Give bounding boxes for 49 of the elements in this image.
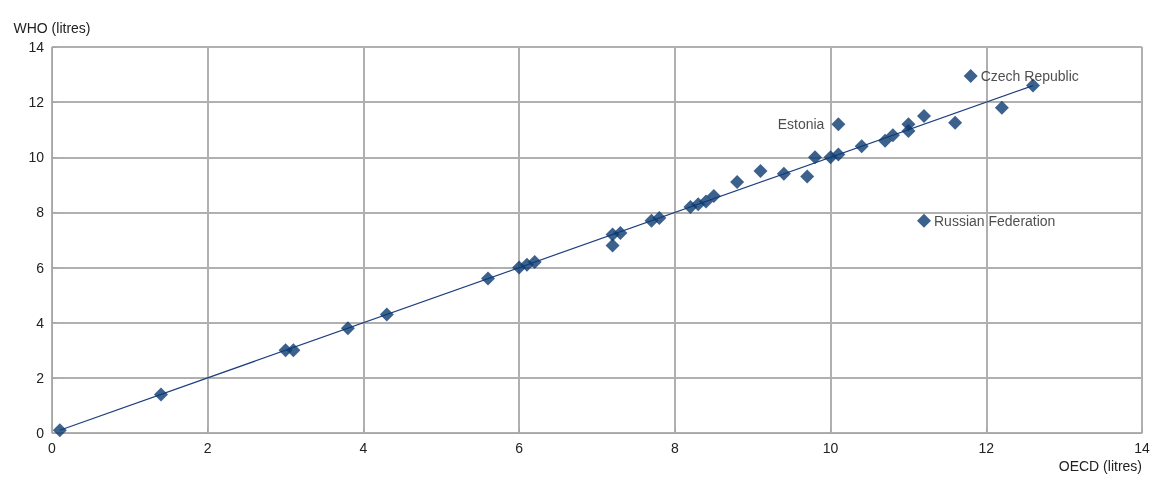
x-axis-title: OECD (litres) bbox=[1058, 458, 1142, 474]
point bbox=[800, 169, 815, 184]
point bbox=[948, 115, 963, 130]
annotation: Estonia bbox=[777, 116, 825, 133]
point bbox=[753, 164, 768, 179]
annotation: Russian Federation bbox=[934, 212, 1056, 229]
point bbox=[340, 321, 355, 336]
point bbox=[605, 238, 620, 253]
point bbox=[808, 150, 822, 165]
x-tick-label: 12 bbox=[978, 440, 995, 456]
y-tick-label: 6 bbox=[36, 259, 45, 276]
point bbox=[154, 387, 168, 402]
x-tick-label: 10 bbox=[822, 440, 839, 456]
y-tick-label: 14 bbox=[28, 39, 45, 55]
point bbox=[699, 194, 713, 209]
x-tick-label: 2 bbox=[203, 440, 212, 456]
point bbox=[878, 133, 893, 148]
y-tick-label: 2 bbox=[36, 369, 45, 386]
point bbox=[776, 166, 791, 181]
y-tick-label: 10 bbox=[28, 149, 45, 166]
point bbox=[963, 68, 978, 83]
point bbox=[481, 271, 495, 286]
point bbox=[730, 175, 745, 190]
point bbox=[885, 128, 900, 143]
point bbox=[706, 188, 721, 203]
point bbox=[854, 139, 869, 154]
point bbox=[527, 255, 542, 270]
point bbox=[917, 108, 931, 123]
point bbox=[831, 147, 846, 162]
x-tick-label: 14 bbox=[1134, 440, 1150, 456]
y-axis-title: WHO (litres) bbox=[13, 20, 91, 36]
y-tick-label: 8 bbox=[36, 204, 45, 221]
point bbox=[994, 100, 1009, 115]
point bbox=[613, 226, 628, 241]
x-tick-label: 0 bbox=[48, 440, 57, 456]
x-tick-label: 4 bbox=[359, 440, 368, 456]
x-tick-label: 8 bbox=[670, 440, 679, 456]
point bbox=[52, 423, 67, 438]
point bbox=[901, 124, 916, 139]
point bbox=[917, 213, 931, 228]
x-tick-label: 6 bbox=[515, 440, 524, 456]
point bbox=[286, 343, 301, 358]
annotation: Czech Republic bbox=[980, 67, 1079, 84]
point bbox=[831, 117, 846, 132]
y-tick-label: 0 bbox=[36, 425, 45, 441]
y-tick-label: 4 bbox=[36, 314, 45, 331]
point bbox=[379, 307, 394, 322]
y-tick-label: 12 bbox=[28, 94, 45, 111]
point bbox=[652, 210, 667, 225]
